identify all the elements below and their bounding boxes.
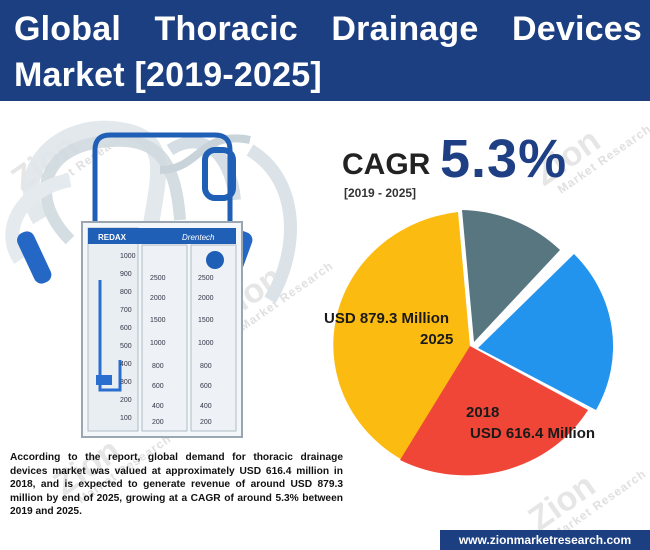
scale-label: 2000 <box>150 295 166 302</box>
label-2025-value: USD 879.3 Million <box>324 310 450 327</box>
scale-label: 600 <box>152 383 164 390</box>
pie-slice-gray <box>462 210 560 342</box>
page-title: Global Thoracic Drainage Devices Market … <box>14 10 642 94</box>
label-2025-year: 2025 <box>420 331 454 348</box>
scale-label: 1000 <box>120 253 136 260</box>
pie-slice-2025 <box>333 212 470 464</box>
pie-slice-2018 <box>400 346 588 476</box>
model-label: Drentech <box>182 233 215 242</box>
scale-label: 500 <box>120 343 132 350</box>
label-2018-value: USD 616.4 Million <box>470 425 596 442</box>
scale-label: 400 <box>200 403 212 410</box>
cagr-value: 5.3% <box>440 129 568 189</box>
scale-label: 100 <box>120 415 132 422</box>
scale-label: 2500 <box>150 275 166 282</box>
scale-label: 2000 <box>198 295 214 302</box>
report-description: According to the report, global demand f… <box>10 452 343 517</box>
scale-label: 400 <box>152 403 164 410</box>
drainage-device-illustration: REDAX Drentech 1000 900 800 700 600 500 … <box>5 120 297 438</box>
scale-label: 2500 <box>198 275 214 282</box>
title-banner: Global Thoracic Drainage Devices Market … <box>0 0 650 101</box>
scale-label: 1500 <box>198 317 214 324</box>
scale-label: 600 <box>200 383 212 390</box>
cagr-label: CAGR <box>342 148 431 181</box>
scale-label: 800 <box>200 363 212 370</box>
scale-label: 300 <box>120 379 132 386</box>
scale-label: 800 <box>152 363 164 370</box>
scale-label: 1500 <box>150 317 166 324</box>
brand-label: REDAX <box>98 233 127 242</box>
scale-label: 200 <box>120 397 132 404</box>
website-url[interactable]: www.zionmarketresearch.com <box>440 530 650 550</box>
pie-slice-blue <box>478 254 614 410</box>
scale-label: 600 <box>120 325 132 332</box>
scale-label: 400 <box>120 361 132 368</box>
cagr-years: [2019 - 2025] <box>344 186 417 200</box>
scale-label: 900 <box>120 271 132 278</box>
label-2018-year: 2018 <box>466 404 500 421</box>
scale-label: 1000 <box>150 340 166 347</box>
scale-label: 200 <box>152 419 164 426</box>
scale-label: 1000 <box>198 340 214 347</box>
scale-label: 200 <box>200 419 212 426</box>
scale-label: 800 <box>120 289 132 296</box>
scale-label: 700 <box>120 307 132 314</box>
